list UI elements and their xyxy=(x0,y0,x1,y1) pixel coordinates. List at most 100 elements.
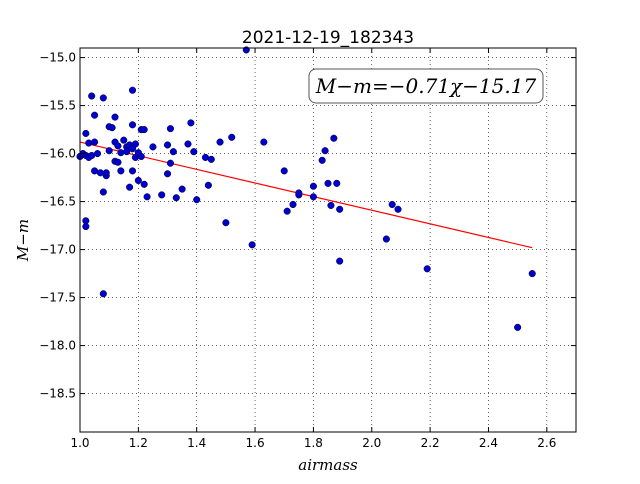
data-point xyxy=(128,121,137,129)
data-point xyxy=(324,179,332,187)
data-point xyxy=(82,223,90,231)
data-point xyxy=(528,270,536,278)
data-point xyxy=(184,140,192,148)
data-point xyxy=(108,124,116,132)
x-tick-label: 1.4 xyxy=(187,436,206,450)
data-point xyxy=(128,167,137,175)
data-point xyxy=(143,193,151,201)
plot-area xyxy=(80,48,576,432)
data-point xyxy=(382,235,390,243)
y-tick-label: −18.0 xyxy=(39,339,76,353)
data-point xyxy=(99,290,107,298)
data-point xyxy=(193,196,201,204)
data-point xyxy=(117,149,125,157)
data-point xyxy=(388,200,396,209)
data-point xyxy=(514,323,522,331)
data-point xyxy=(114,142,122,150)
data-point xyxy=(140,126,148,134)
grid xyxy=(80,48,576,432)
y-tick-label: −17.5 xyxy=(39,291,76,305)
data-point xyxy=(228,133,236,141)
annotation-box xyxy=(308,68,544,104)
data-point xyxy=(289,200,297,209)
data-point xyxy=(123,148,131,156)
data-point xyxy=(134,176,142,185)
data-point xyxy=(91,111,99,119)
x-tick-label: 1.6 xyxy=(246,436,265,450)
data-point xyxy=(166,159,174,167)
data-point xyxy=(114,158,122,166)
data-point xyxy=(321,147,329,155)
axis-ticks xyxy=(79,48,576,432)
x-tick-label: 1.8 xyxy=(304,436,323,450)
y-tick-label: −17.0 xyxy=(39,243,76,257)
fit-line-group xyxy=(79,141,533,249)
y-tick-label: −15.5 xyxy=(39,99,76,113)
data-point xyxy=(117,167,125,175)
data-point xyxy=(169,148,177,156)
x-tick-label: 1.2 xyxy=(129,436,148,450)
data-point xyxy=(204,181,212,189)
data-point xyxy=(166,125,174,133)
data-point xyxy=(336,205,344,213)
data-point xyxy=(283,207,291,215)
data-point xyxy=(91,138,99,146)
x-tick-label: 2.0 xyxy=(362,436,381,450)
data-point xyxy=(280,167,288,175)
x-tick-label: 2.4 xyxy=(479,436,498,450)
data-point xyxy=(149,143,157,151)
fit-equation: M−m=−0.71χ−15.17 xyxy=(315,74,537,98)
data-points xyxy=(76,46,536,331)
data-point xyxy=(207,155,215,163)
data-point xyxy=(128,86,137,94)
data-point xyxy=(333,179,341,187)
data-point xyxy=(190,148,198,156)
data-point xyxy=(99,94,107,102)
data-point xyxy=(327,201,335,209)
data-point xyxy=(260,138,268,146)
data-point xyxy=(318,156,326,164)
data-point xyxy=(178,185,186,193)
data-point xyxy=(187,119,195,127)
x-axis-label: airmass xyxy=(298,456,358,474)
tick-labels: 1.0 1.2 1.4 1.6 1.8 2.0 2.2 2.4 2.6 −15.0 −15.5 −16… xyxy=(39,51,556,450)
x-tick-label: 1.0 xyxy=(70,436,89,450)
x-tick-label: 2.6 xyxy=(537,436,556,450)
data-point xyxy=(222,219,230,227)
y-tick-label: −18.5 xyxy=(39,387,76,401)
data-point xyxy=(137,152,145,161)
data-point xyxy=(309,182,317,190)
data-point xyxy=(120,136,128,144)
data-point xyxy=(111,113,119,121)
y-axis-label: M−m xyxy=(14,219,32,262)
data-point xyxy=(172,194,180,202)
data-point xyxy=(140,180,148,188)
chart-title: 2021-12-19_182343 xyxy=(242,28,414,48)
data-point xyxy=(126,183,134,191)
data-point xyxy=(309,193,317,201)
data-point xyxy=(163,141,172,149)
data-point xyxy=(330,134,338,142)
data-point xyxy=(394,205,402,213)
data-point xyxy=(105,147,113,155)
fit-line xyxy=(79,141,533,249)
data-point xyxy=(248,241,256,249)
data-point xyxy=(336,257,344,265)
y-tick-label: −16.5 xyxy=(39,195,76,209)
data-point xyxy=(102,169,110,177)
x-tick-label: 2.2 xyxy=(421,436,440,450)
data-point xyxy=(85,139,93,147)
y-tick-label: −16.0 xyxy=(39,147,76,161)
data-point xyxy=(131,140,139,148)
data-point xyxy=(295,189,303,197)
data-point xyxy=(99,188,107,196)
data-point xyxy=(216,138,224,146)
plot-frame xyxy=(79,47,577,433)
data-point xyxy=(93,150,102,158)
y-tick-label: −15.0 xyxy=(39,51,76,65)
fit-annotation: M−m=−0.71χ−15.17 xyxy=(308,68,544,104)
data-point xyxy=(158,191,166,199)
data-point xyxy=(82,129,90,137)
